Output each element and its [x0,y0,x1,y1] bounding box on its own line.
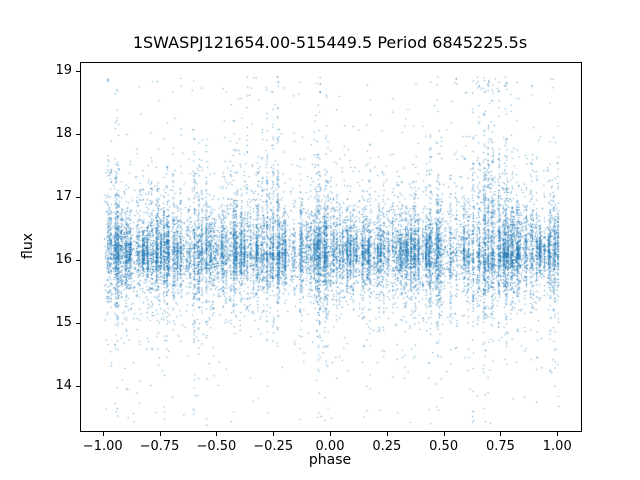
x-axis-label: phase [308,452,352,468]
x-tick-label: 0.00 [315,439,345,454]
x-tick-label: 1.00 [542,439,572,454]
y-tick-label: 17 [55,189,72,205]
x-tick-mark [443,432,445,436]
y-tick-mark [76,385,80,387]
x-tick-mark [330,432,331,436]
chart-title: 1SWASPJ121654.00-515449.5 Period 6845225… [132,33,528,52]
y-tick-label: 15 [55,315,72,331]
x-tick-label: 0.75 [485,439,515,454]
y-tick-mark [76,197,80,199]
y-tick-mark [76,71,80,73]
y-tick-mark [76,134,80,136]
x-tick-label: −0.75 [139,439,180,454]
plot-area [80,62,582,432]
x-tick-mark [386,432,388,436]
x-tick-label: −1.00 [82,439,123,454]
y-tick-mark [76,323,80,325]
x-tick-label: −0.50 [196,439,237,454]
x-tick-mark [500,432,502,436]
x-tick-mark [159,432,161,436]
scatter-points-canvas [81,63,581,431]
y-tick-label: 14 [55,377,72,393]
y-tick-label: 16 [55,252,72,268]
x-tick-mark [102,432,104,436]
x-tick-label: 0.50 [429,439,459,454]
x-tick-mark [216,432,218,436]
x-tick-label: 0.25 [372,439,402,454]
y-tick-label: 19 [55,63,72,79]
x-tick-mark [557,432,559,436]
y-tick-mark [76,260,80,262]
x-tick-label: −0.25 [253,439,294,454]
x-tick-mark [273,432,275,436]
y-tick-label: 18 [55,126,72,142]
